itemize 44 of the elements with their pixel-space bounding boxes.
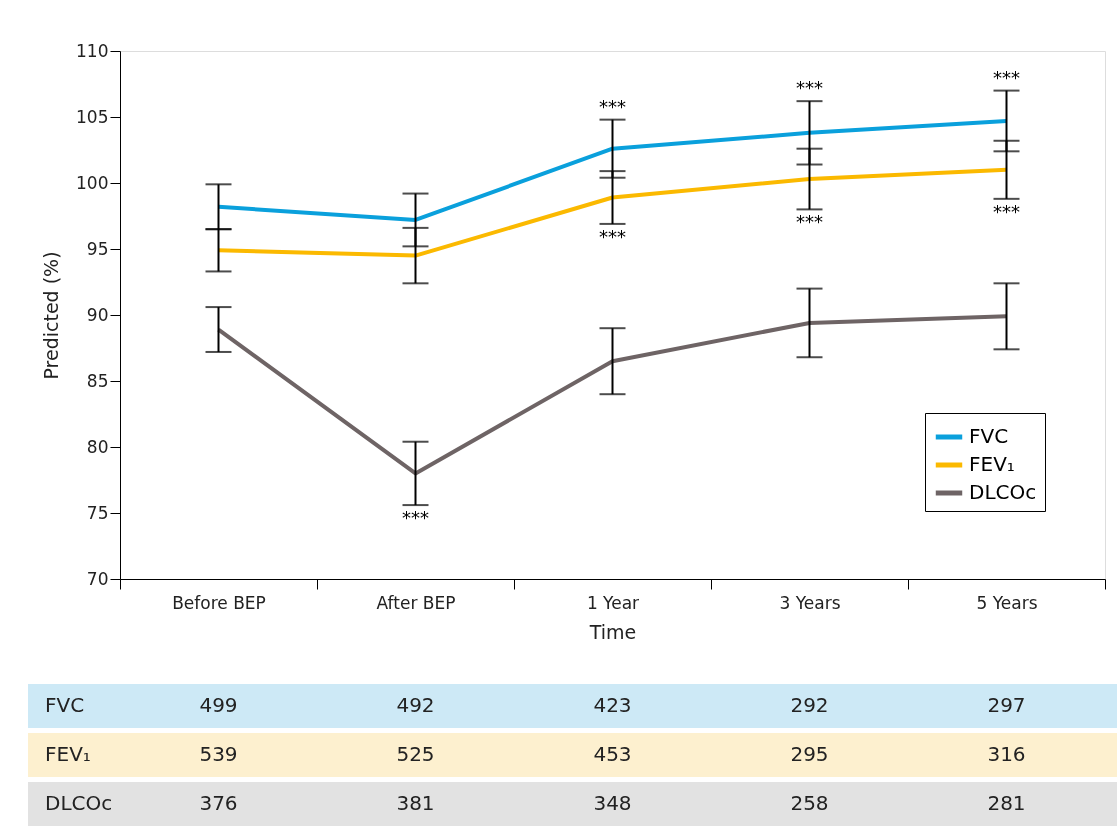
y-axis-title: Predicted (%) — [40, 251, 63, 380]
text: 348 — [593, 791, 632, 815]
legend-label: FEV₁ — [969, 452, 1015, 476]
x-tick-label: Before BEP — [172, 592, 266, 613]
y-tick-label: 90 — [86, 304, 109, 325]
annotation: *** — [599, 225, 626, 247]
text: FEV₁ — [45, 742, 91, 766]
x-tick-label: 1 Year — [586, 592, 640, 613]
legend-label: FVC — [969, 424, 1009, 448]
x-tick-label: 5 Years — [976, 592, 1038, 613]
text: 453 — [593, 742, 632, 766]
legend-label: DLCOc — [969, 480, 1037, 504]
y-tick-label: 95 — [86, 238, 109, 259]
y-tick-label: 110 — [76, 40, 109, 61]
text: 281 — [987, 791, 1026, 815]
annotation: *** — [599, 95, 626, 117]
text: 258 — [790, 791, 829, 815]
annotation: *** — [993, 66, 1020, 88]
text: 423 — [593, 693, 632, 717]
y-tick-label: 105 — [76, 106, 109, 127]
x-tick-label: 3 Years — [779, 592, 841, 613]
x-axis-title: Time — [588, 620, 637, 643]
y-tick-label: 100 — [76, 172, 109, 193]
text: 381 — [396, 791, 435, 815]
text: FVC — [45, 693, 85, 717]
y-tick-label: 85 — [86, 370, 109, 391]
text: 525 — [396, 742, 435, 766]
text: 292 — [790, 693, 829, 717]
annotation: *** — [993, 200, 1020, 222]
text: 499 — [199, 693, 238, 717]
y-tick-label: 80 — [86, 436, 109, 457]
text: 539 — [199, 742, 238, 766]
text: 316 — [987, 742, 1026, 766]
text: 297 — [987, 693, 1026, 717]
y-tick-label: 70 — [86, 568, 109, 589]
y-tick-label: 75 — [86, 502, 109, 523]
x-tick-label: After BEP — [376, 592, 456, 613]
text: 295 — [790, 742, 829, 766]
annotation: *** — [402, 507, 429, 529]
text: DLCOc — [45, 791, 113, 815]
annotation: *** — [796, 77, 823, 99]
text: 492 — [396, 693, 435, 717]
annotation: *** — [796, 211, 823, 233]
text: 376 — [199, 791, 238, 815]
